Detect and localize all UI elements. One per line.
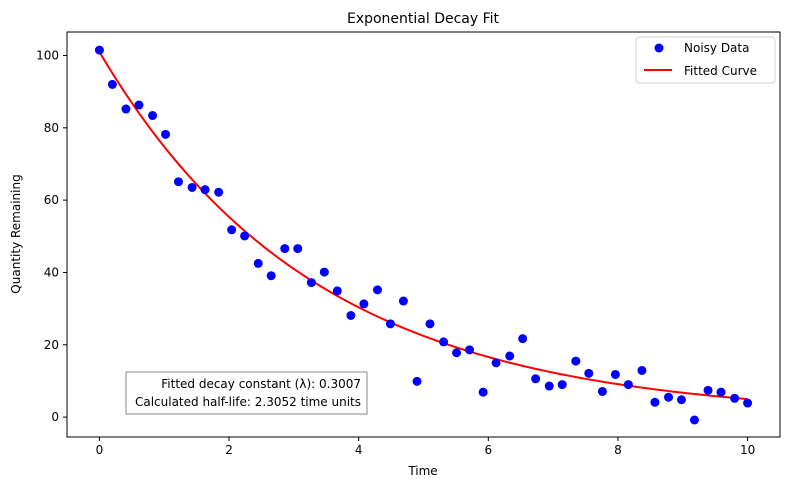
data-point xyxy=(689,415,699,425)
data-point xyxy=(398,296,408,306)
data-point xyxy=(597,386,607,396)
plot-area: 0 2 4 6 8 10 0 20 40 60 80 100 xyxy=(36,31,781,457)
data-point xyxy=(266,271,276,281)
legend-label-fitted-curve: Fitted Curve xyxy=(684,64,757,78)
y-tick-label: 40 xyxy=(44,265,59,279)
data-point xyxy=(173,177,183,187)
data-point xyxy=(425,319,435,329)
y-axis-label: Quantity Remaining xyxy=(9,174,23,293)
fit-annotation: Fitted decay constant (λ): 0.3007 Calcul… xyxy=(125,371,368,415)
x-tick-label: 10 xyxy=(740,443,755,457)
data-point xyxy=(346,311,356,320)
data-point xyxy=(610,369,620,379)
y-tick-label: 20 xyxy=(44,338,59,352)
data-point xyxy=(372,285,382,295)
data-point xyxy=(478,387,488,397)
chart-title: Exponential Decay Fit xyxy=(347,11,500,27)
legend-marker-noisy-data xyxy=(654,43,664,53)
scatter-points xyxy=(94,45,753,425)
data-point xyxy=(121,104,131,114)
data-point xyxy=(730,393,740,403)
data-point xyxy=(531,374,541,384)
data-point xyxy=(94,45,104,55)
data-point xyxy=(412,376,422,386)
data-point xyxy=(584,368,594,378)
data-point xyxy=(385,319,395,329)
data-point xyxy=(293,244,303,254)
data-point xyxy=(214,187,224,197)
annotation-line-decay-constant: Fitted decay constant (λ): 0.3007 xyxy=(161,377,361,391)
y-tick-label: 60 xyxy=(44,193,59,207)
data-point xyxy=(253,258,263,268)
data-point xyxy=(280,244,290,254)
data-point xyxy=(306,278,316,288)
x-tick-label: 8 xyxy=(614,443,622,457)
legend-box xyxy=(635,36,776,84)
data-point xyxy=(227,225,237,235)
data-point xyxy=(452,348,462,358)
data-point xyxy=(319,267,329,277)
data-point xyxy=(664,392,674,402)
data-point xyxy=(650,397,660,407)
data-point xyxy=(676,395,686,405)
data-point xyxy=(491,358,501,368)
data-point xyxy=(557,380,567,390)
x-tick-label: 2 xyxy=(225,443,233,457)
y-tick-label: 100 xyxy=(36,49,59,63)
y-axis: 0 20 40 60 80 100 xyxy=(36,49,67,424)
data-point xyxy=(703,385,713,395)
data-point xyxy=(544,381,554,391)
x-tick-label: 4 xyxy=(355,443,363,457)
data-point xyxy=(332,286,342,296)
data-point xyxy=(161,129,171,139)
data-point xyxy=(505,351,515,361)
x-axis: 0 2 4 6 8 10 xyxy=(96,437,755,457)
y-tick-label: 80 xyxy=(44,121,59,135)
data-point xyxy=(134,100,144,110)
data-point xyxy=(187,182,197,192)
x-axis-label: Time xyxy=(407,464,437,478)
data-point xyxy=(359,299,369,309)
data-point xyxy=(439,337,449,347)
data-point xyxy=(465,345,475,355)
fitted-curve-line xyxy=(98,51,748,401)
data-point xyxy=(716,387,726,397)
data-point xyxy=(637,365,647,375)
x-tick-label: 0 xyxy=(96,443,104,457)
data-point xyxy=(571,356,581,366)
data-point xyxy=(518,334,528,344)
data-point xyxy=(623,380,633,390)
data-point xyxy=(148,111,158,121)
data-point xyxy=(200,185,210,195)
plot-frame xyxy=(66,31,781,438)
data-point xyxy=(743,398,753,408)
data-point xyxy=(107,79,117,89)
legend: Noisy Data Fitted Curve xyxy=(635,36,776,84)
x-tick-label: 6 xyxy=(484,443,492,457)
annotation-box xyxy=(125,371,368,415)
annotation-line-half-life: Calculated half-life: 2.3052 time units xyxy=(135,395,361,409)
legend-label-noisy-data: Noisy Data xyxy=(684,41,749,55)
data-point xyxy=(240,231,250,241)
y-tick-label: 0 xyxy=(51,410,59,424)
